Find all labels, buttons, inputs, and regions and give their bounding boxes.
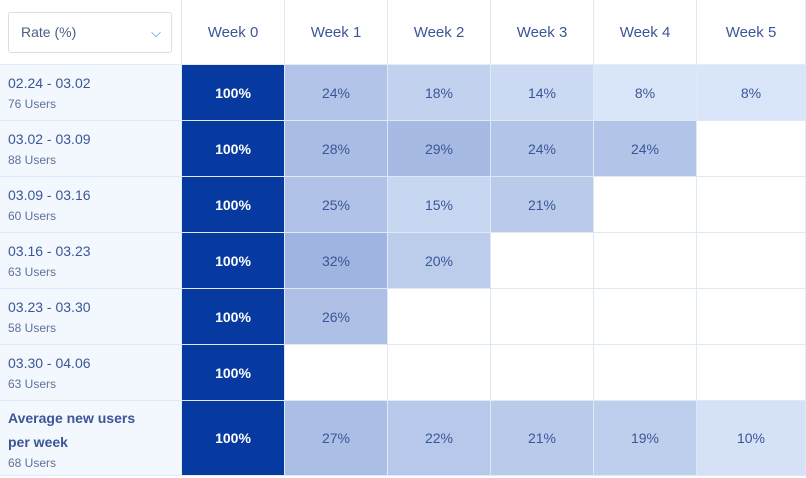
retention-cell-empty xyxy=(594,177,697,233)
retention-cell: 15% xyxy=(388,177,491,233)
cohort-row-header: 02.24 - 03.02 76 Users xyxy=(0,65,182,121)
retention-cell-empty xyxy=(697,289,806,345)
retention-cell-empty xyxy=(594,233,697,289)
retention-cell: 100% xyxy=(182,177,285,233)
cohort-range: 02.24 - 03.02 xyxy=(8,74,91,91)
retention-cell: 100% xyxy=(182,233,285,289)
retention-cell-empty xyxy=(491,233,594,289)
rate-selector[interactable]: Rate (%) ⌵ xyxy=(8,11,172,53)
retention-cell: 25% xyxy=(285,177,388,233)
cohort-users: 88 Users xyxy=(8,152,57,167)
cohort-users: 63 Users xyxy=(8,264,57,279)
retention-cell: 28% xyxy=(285,121,388,177)
retention-cell: 100% xyxy=(182,345,285,401)
rate-selector-label: Rate (%) xyxy=(21,24,77,40)
cohort-row-header: 03.23 - 03.30 58 Users xyxy=(0,289,182,345)
cohort-users: 58 Users xyxy=(8,320,57,335)
average-retention-cell: 10% xyxy=(697,401,806,476)
retention-cell-empty xyxy=(388,345,491,401)
retention-cell: 8% xyxy=(697,65,806,121)
retention-cell-empty xyxy=(491,345,594,401)
header-corner: Rate (%) ⌵ xyxy=(0,0,182,65)
cohort-row-header: 03.09 - 03.16 60 Users xyxy=(0,177,182,233)
retention-cell: 26% xyxy=(285,289,388,345)
column-header-week-4: Week 4 xyxy=(594,0,697,65)
cohort-range: 03.23 - 03.30 xyxy=(8,298,91,315)
cohort-range: 03.02 - 03.09 xyxy=(8,130,91,147)
cohort-row-header: 03.30 - 04.06 63 Users xyxy=(0,345,182,401)
cohort-range: 03.16 - 03.23 xyxy=(8,242,91,259)
column-header-week-3: Week 3 xyxy=(491,0,594,65)
retention-cell: 18% xyxy=(388,65,491,121)
column-header-week-1: Week 1 xyxy=(285,0,388,65)
retention-cell-empty xyxy=(697,177,806,233)
retention-cell: 100% xyxy=(182,121,285,177)
column-header-week-5: Week 5 xyxy=(697,0,806,65)
retention-cell-empty xyxy=(388,289,491,345)
average-retention-cell: 19% xyxy=(594,401,697,476)
average-retention-cell: 100% xyxy=(182,401,285,476)
retention-cell: 21% xyxy=(491,177,594,233)
retention-cell-empty xyxy=(491,289,594,345)
retention-cell: 24% xyxy=(594,121,697,177)
retention-cell-empty xyxy=(594,289,697,345)
cohort-row-header: 03.02 - 03.09 88 Users xyxy=(0,121,182,177)
column-header-week-2: Week 2 xyxy=(388,0,491,65)
retention-cell: 14% xyxy=(491,65,594,121)
cohort-users: 76 Users xyxy=(8,96,57,111)
retention-cell-empty xyxy=(697,121,806,177)
cohort-row-header: 03.16 - 03.23 63 Users xyxy=(0,233,182,289)
retention-cell: 20% xyxy=(388,233,491,289)
retention-cell: 100% xyxy=(182,65,285,121)
average-row-title: Average new users per week xyxy=(8,410,136,450)
retention-cell: 8% xyxy=(594,65,697,121)
retention-cell-empty xyxy=(594,345,697,401)
retention-cell-empty xyxy=(697,345,806,401)
retention-cell: 29% xyxy=(388,121,491,177)
average-retention-cell: 21% xyxy=(491,401,594,476)
average-retention-cell: 27% xyxy=(285,401,388,476)
cohort-range: 03.30 - 04.06 xyxy=(8,354,91,371)
retention-cell: 100% xyxy=(182,289,285,345)
average-retention-cell: 22% xyxy=(388,401,491,476)
average-row-users: 68 Users xyxy=(8,456,57,470)
retention-cell: 24% xyxy=(285,65,388,121)
retention-cell: 24% xyxy=(491,121,594,177)
cohort-users: 63 Users xyxy=(8,376,57,391)
retention-cell-empty xyxy=(697,233,806,289)
chevron-down-icon: ⌵ xyxy=(151,24,161,40)
cohort-range: 03.09 - 03.16 xyxy=(8,186,91,203)
cohort-users: 60 Users xyxy=(8,208,57,223)
average-row-header: Average new users per week 68 Users xyxy=(0,401,182,476)
retention-cell-empty xyxy=(285,345,388,401)
column-header-week-0: Week 0 xyxy=(182,0,285,65)
retention-cell: 32% xyxy=(285,233,388,289)
